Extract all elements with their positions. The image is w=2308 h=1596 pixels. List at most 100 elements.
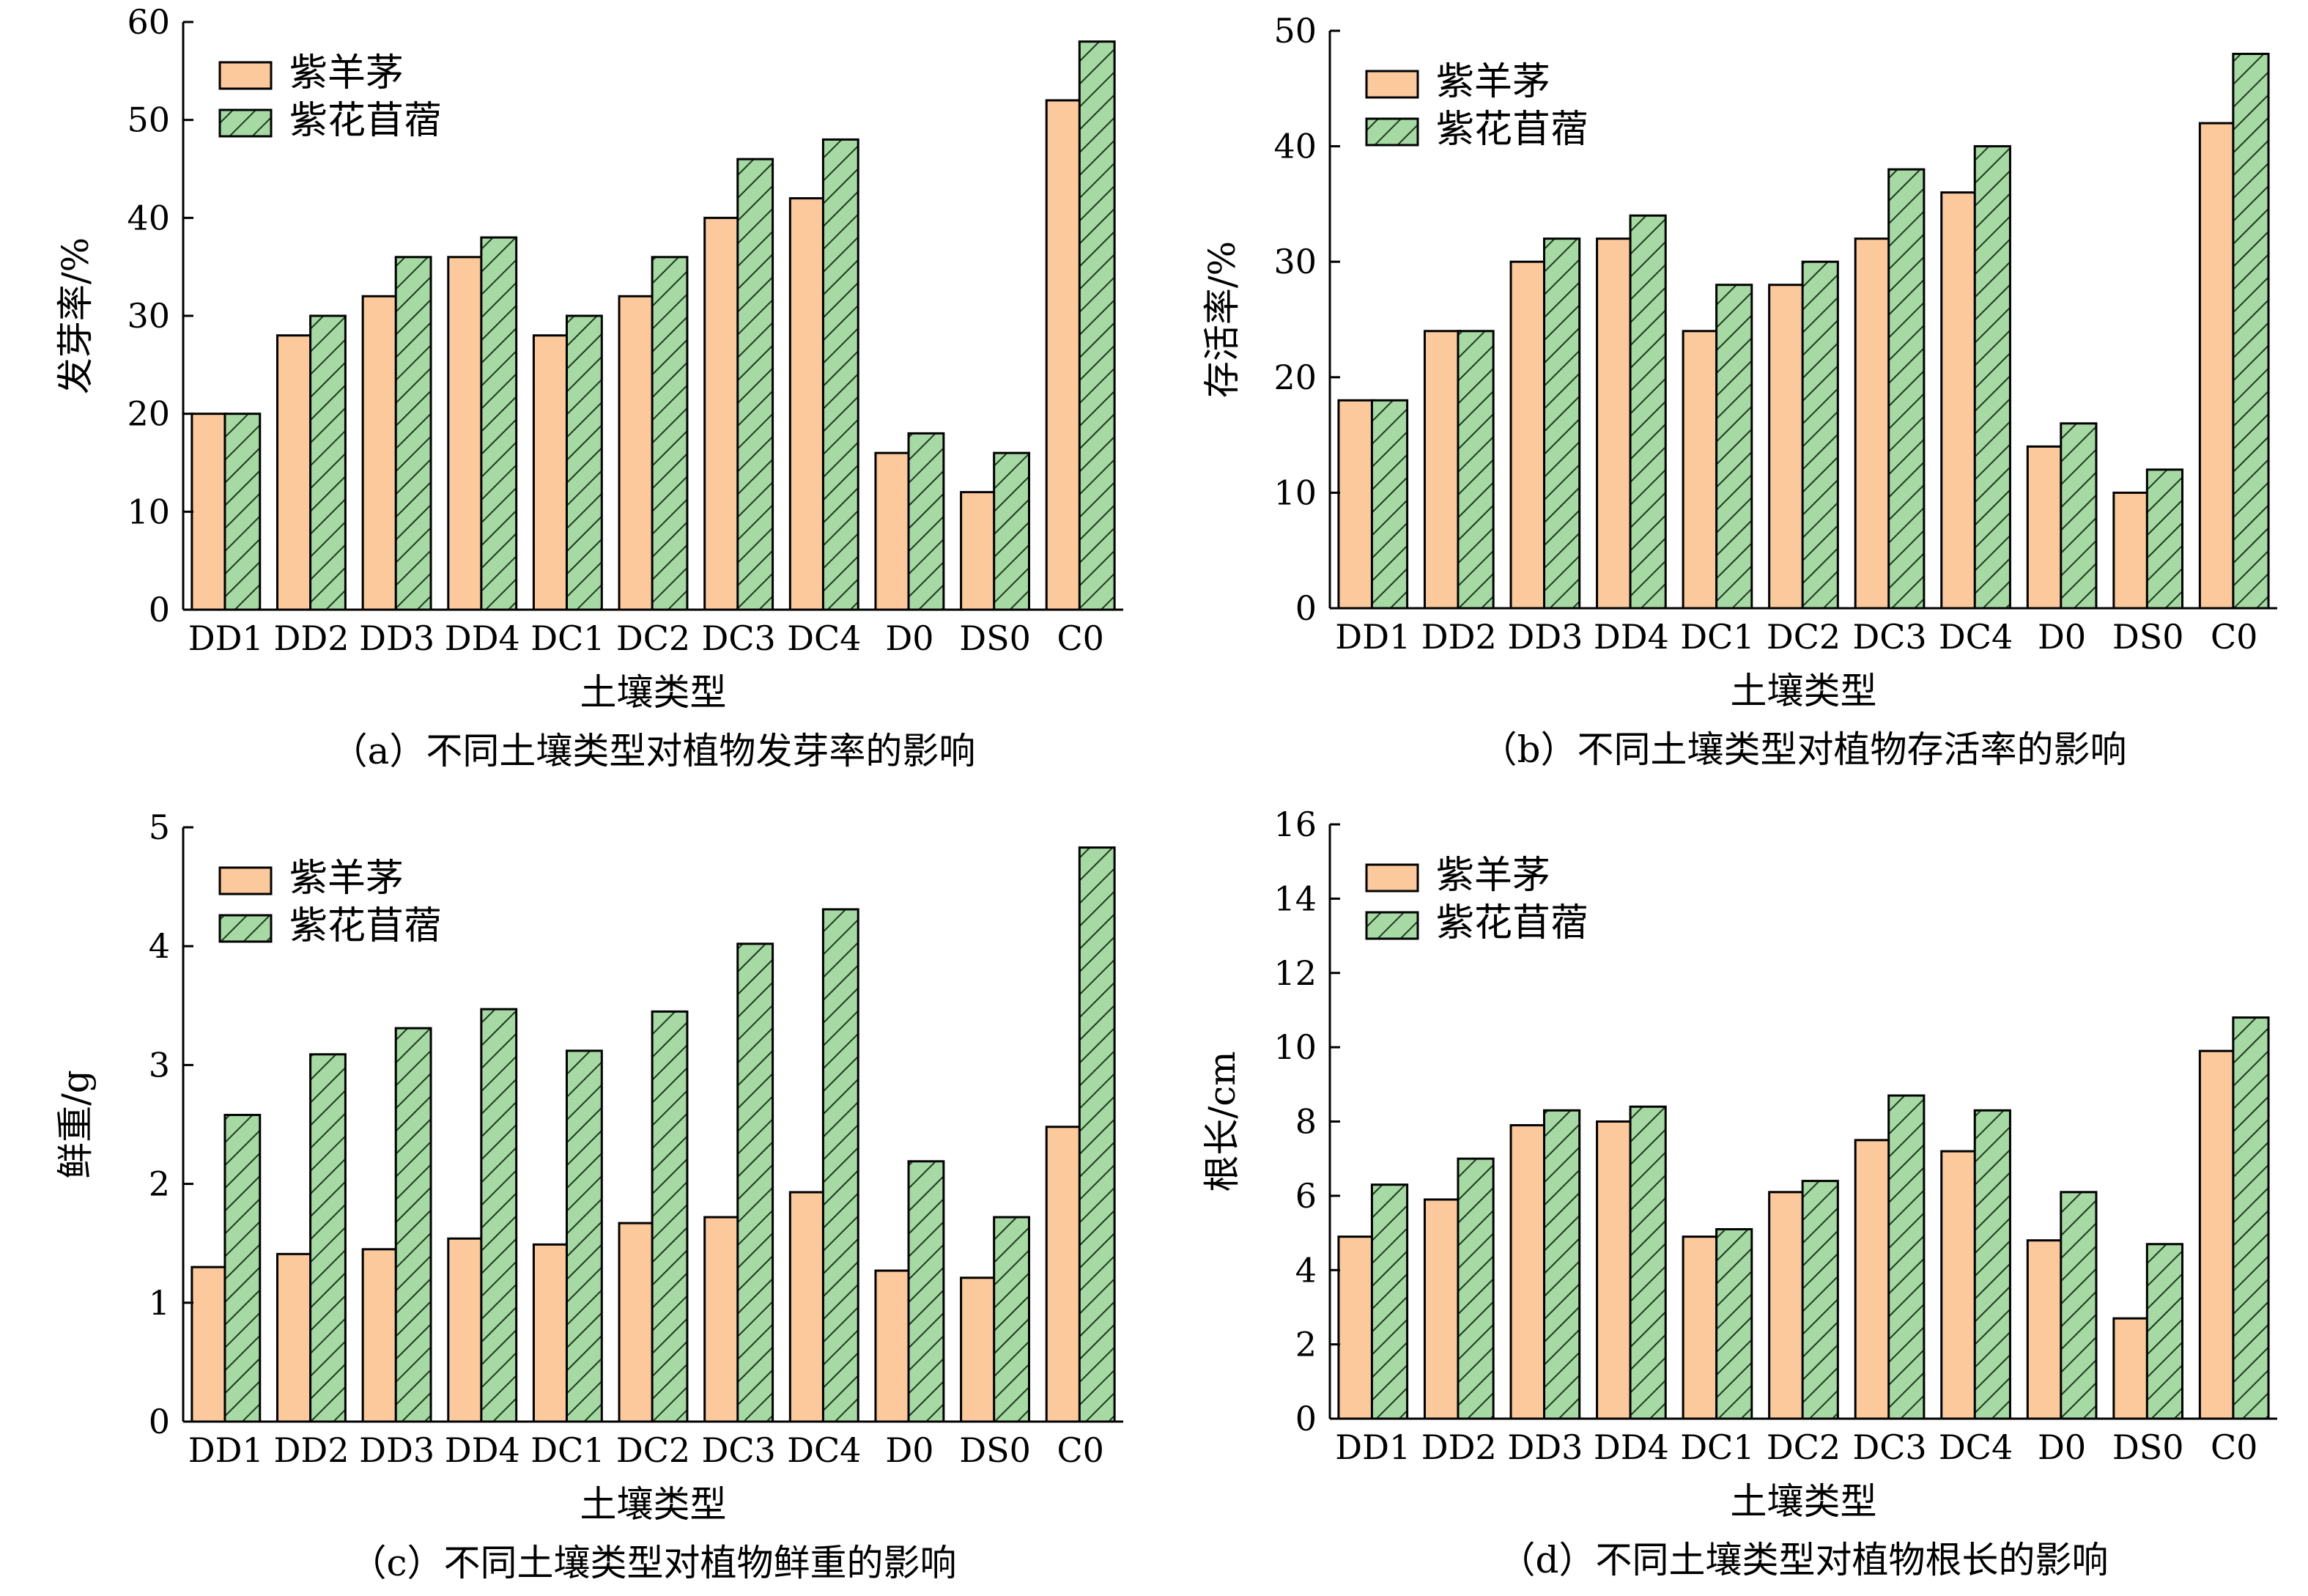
x-tick-label: DC2 (616, 618, 690, 658)
chart-caption: （c）不同土壤类型对植物鲜重的影响 (349, 1542, 956, 1584)
chart-caption: （a）不同土壤类型对植物发芽率的影响 (331, 730, 976, 772)
x-tick-label: DC2 (1767, 617, 1841, 657)
bar-b-DC3-s1 (1854, 237, 1892, 610)
y-tick-label: 4 (1295, 1250, 1317, 1290)
bar-c-DC3-s2 (736, 942, 774, 1423)
bar-a-DC4-s1 (788, 197, 826, 611)
bar-b-C0-s1 (2198, 122, 2237, 610)
bar-c-DD3-s1 (361, 1248, 399, 1423)
x-tick-label: DS0 (959, 1430, 1031, 1470)
bar-d-DS0-s2 (2145, 1243, 2184, 1420)
x-axis-label: 土壤类型 (1731, 1480, 1877, 1523)
bar-d-DD1-s1 (1337, 1235, 1375, 1420)
bar-d-DC1-s1 (1682, 1235, 1720, 1420)
y-tick-label: 14 (1273, 879, 1317, 918)
bar-c-DS0-s2 (993, 1216, 1030, 1423)
bar-c-DC3-s1 (703, 1216, 741, 1423)
bar-d-DC3-s2 (1887, 1094, 1926, 1420)
bar-c-DC4-s1 (788, 1191, 826, 1423)
bar-c-DC1-s1 (532, 1243, 570, 1423)
x-tick-label: DC4 (1939, 617, 2013, 657)
bar-c-C0-s2 (1078, 846, 1116, 1423)
x-tick-label: DD2 (273, 1430, 349, 1470)
x-tick-label: DD3 (1507, 1427, 1583, 1467)
bar-b-DC1-s2 (1715, 284, 1753, 610)
y-axis-label: 鲜重/g (54, 1070, 97, 1179)
legend-label-series1: 紫羊茅 (1436, 854, 1550, 898)
x-tick-label: DD1 (188, 618, 264, 658)
legend-label-series1: 紫羊茅 (1436, 60, 1550, 104)
bar-a-DD2-s1 (276, 334, 314, 611)
bar-a-DC3-s2 (736, 158, 774, 611)
x-tick-label: DC4 (1939, 1427, 2013, 1467)
bar-a-DC4-s2 (821, 138, 859, 611)
y-tick-label: 4 (149, 926, 170, 966)
y-tick-label: 2 (149, 1164, 170, 1204)
bar-a-DD3-s1 (361, 295, 399, 611)
bar-a-DD1-s1 (191, 413, 229, 611)
bar-d-DC1-s2 (1715, 1227, 1753, 1420)
x-axis-label: 土壤类型 (580, 1483, 727, 1526)
x-tick-label: DD4 (445, 618, 520, 658)
bar-b-DD4-s2 (1629, 214, 1667, 610)
legend-label-series2: 紫花苜蓿 (289, 904, 442, 948)
bar-c-DC1-s2 (565, 1049, 603, 1423)
x-tick-label: DD2 (1421, 1427, 1497, 1467)
legend-swatch-series2 (1365, 117, 1419, 147)
x-tick-label: DD3 (1507, 617, 1583, 657)
x-tick-label: DC2 (616, 1430, 690, 1470)
x-tick-label: DC1 (530, 1430, 604, 1470)
legend-swatch-series1 (1365, 863, 1419, 893)
bar-c-DD4-s2 (480, 1008, 518, 1423)
chart-b-svg: DD1 DD2 DD3 DD4 DC1 DC2 DC3 DC4 D0 DS0 C0 0 10 20 30 40… (1201, 11, 2277, 771)
x-tick-label: DD4 (1594, 1427, 1669, 1467)
bar-a-C0-s2 (1078, 40, 1116, 611)
bar-b-DS0-s1 (2112, 491, 2150, 610)
bar-d-DC2-s2 (1801, 1180, 1839, 1420)
bar-b-DC3-s2 (1887, 168, 1926, 610)
bar-c-DD1-s1 (191, 1266, 229, 1423)
legend-swatch-series2 (218, 914, 273, 943)
x-tick-label: DC1 (1680, 617, 1754, 657)
bar-d-DS0-s1 (2112, 1317, 2150, 1420)
y-axis-label: 发芽率/% (54, 237, 97, 394)
bar-b-D0-s2 (2060, 422, 2098, 610)
chart-caption: （b）不同土壤类型对植物存活率的影响 (1480, 728, 2126, 771)
bar-c-DC2-s2 (651, 1010, 689, 1423)
bar-b-DD4-s1 (1596, 237, 1634, 610)
bar-d-C0-s2 (2232, 1016, 2270, 1420)
x-tick-label: DD3 (359, 1430, 434, 1470)
x-tick-label: DD1 (1335, 1427, 1410, 1467)
bar-d-C0-s1 (2198, 1049, 2237, 1420)
y-tick-label: 30 (1273, 242, 1317, 281)
y-tick-label: 40 (127, 198, 170, 237)
x-tick-label: DC2 (1767, 1427, 1841, 1467)
bar-a-DD1-s2 (223, 413, 262, 611)
x-tick-label: C0 (1057, 1430, 1103, 1470)
y-tick-label: 0 (149, 1402, 170, 1441)
bar-d-DC2-s1 (1768, 1191, 1806, 1420)
x-tick-label: DD2 (273, 618, 349, 658)
bar-d-DD4-s1 (1596, 1120, 1634, 1420)
bar-b-C0-s2 (2232, 53, 2270, 610)
bar-c-C0-s1 (1045, 1126, 1083, 1423)
bar-d-DD2-s2 (1457, 1157, 1495, 1420)
bar-d-DD3-s1 (1509, 1124, 1547, 1420)
y-tick-label: 5 (149, 808, 170, 847)
chart-panel-c: DD1 DD2 DD3 DD4 DC1 DC2 DC3 DC4 D0 DS0 C0 0 1 2 3 4 5 鲜重/… (0, 797, 1154, 1596)
x-tick-label: DC1 (530, 618, 604, 658)
y-tick-label: 50 (1273, 11, 1317, 51)
y-tick-label: 60 (127, 2, 170, 42)
x-tick-label: C0 (2211, 1427, 2257, 1467)
bar-a-DC1-s1 (532, 334, 570, 611)
x-tick-label: DS0 (959, 618, 1031, 658)
bar-d-DC4-s1 (1940, 1150, 1978, 1420)
chart-d-svg: DD1 DD2 DD3 DD4 DC1 DC2 DC3 DC4 D0 DS0 C0 0 2 4 6 8 10 12… (1201, 805, 2277, 1581)
bar-a-DC3-s1 (703, 216, 741, 611)
y-tick-label: 3 (149, 1045, 170, 1085)
y-tick-label: 12 (1273, 953, 1317, 993)
y-tick-label: 0 (1295, 588, 1317, 628)
y-tick-label: 20 (127, 394, 170, 434)
legend-label-series2: 紫花苜蓿 (1436, 108, 1588, 152)
bar-a-DD4-s1 (447, 256, 485, 611)
